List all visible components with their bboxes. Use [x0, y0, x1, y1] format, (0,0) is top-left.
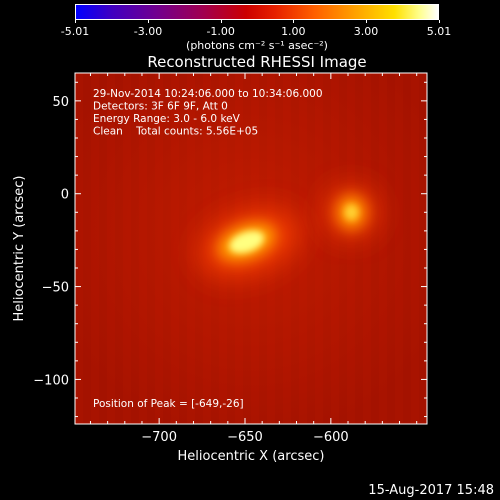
source-main-core — [229, 230, 264, 254]
chart-title: Reconstructed RHESSI Image — [147, 53, 367, 71]
heatmap-stripe — [363, 73, 371, 424]
x-tick-label: −700 — [141, 430, 177, 445]
x-tick-label: −650 — [227, 430, 263, 445]
colorbar-tick-label: 1.00 — [281, 25, 306, 38]
source-secondary-core — [344, 204, 359, 221]
heatmap-stripe — [171, 73, 179, 424]
heatmap-stripe — [411, 73, 419, 424]
plot-frame — [74, 72, 428, 425]
annotation-line: 29-Nov-2014 10:24:06.000 to 10:34:06.000 — [93, 88, 323, 100]
annotation-line: Energy Range: 3.0 - 6.0 keV — [93, 113, 241, 125]
y-axis-label: Heliocentric Y (arcsec) — [12, 176, 27, 322]
heatmap-stripe — [107, 73, 115, 424]
x-axis-label: Heliocentric X (arcsec) — [178, 449, 325, 464]
heatmap-stripe — [155, 73, 163, 424]
colorbar-tick-label: -3.00 — [133, 25, 163, 38]
colorbar-tick-label: 3.00 — [353, 25, 379, 38]
heatmap-stripe — [91, 73, 99, 424]
heatmap-image — [75, 73, 427, 424]
colorbar-tick — [439, 20, 440, 23]
heatmap-stripe — [187, 73, 195, 424]
footer-timestamp: 15-Aug-2017 15:48 — [368, 483, 494, 498]
heatmap-stripe — [379, 73, 387, 424]
heatmap-stripe — [75, 73, 83, 424]
x-tick-label: −600 — [313, 430, 349, 445]
annotation-line: Clean Total counts: 5.56E+05 — [93, 126, 258, 138]
colorbar-tick — [293, 20, 295, 23]
y-tick-label: 0 — [61, 188, 69, 203]
colorbar-tick — [148, 20, 150, 23]
heatmap-stripe — [331, 73, 339, 424]
y-tick-label: −50 — [42, 281, 69, 296]
heatmap-stripe — [139, 73, 147, 424]
colorbar — [75, 4, 439, 20]
colorbar-tick-label: -5.01 — [60, 25, 90, 38]
heatmap-stripe — [315, 73, 323, 424]
heatmap-stripe — [299, 73, 307, 424]
annotation-line: Detectors: 3F 6F 9F, Att 0 — [93, 101, 228, 113]
colorbar-tick — [220, 20, 222, 23]
heatmap-stripe — [395, 73, 403, 424]
heatmap-stripe — [123, 73, 131, 424]
colorbar-tick — [365, 20, 367, 23]
colorbar-units: (photons cm⁻² s⁻¹ asec⁻²) — [186, 39, 328, 52]
heatmap-stripe — [347, 73, 355, 424]
colorbar-tick — [75, 20, 76, 23]
peak-position-label: Position of Peak = [-649,-26] — [93, 398, 244, 410]
colorbar-tick-label: 5.01 — [426, 25, 452, 38]
colorbar-tick-label: -1.00 — [206, 25, 235, 38]
y-tick-label: 50 — [52, 95, 69, 110]
y-tick-label: −100 — [33, 373, 69, 388]
